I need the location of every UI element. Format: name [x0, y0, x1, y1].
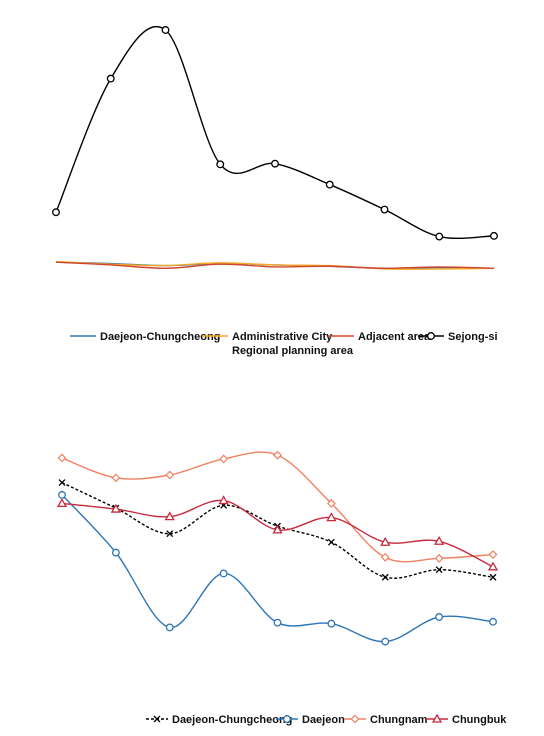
legend: Daejeon-Chungcheong Daejeon Chungnam Chungb… [146, 713, 507, 726]
data-point [327, 619, 336, 628]
data-point [434, 553, 444, 563]
legend-marker [431, 713, 443, 723]
data-point [489, 573, 497, 581]
data-point [219, 569, 228, 578]
series-chungbuk [56, 495, 499, 571]
data-point [164, 511, 175, 521]
series-daejeon [58, 490, 497, 646]
data-point [273, 450, 282, 460]
legend-item: Chungbuk [426, 713, 507, 726]
legend-item: Chungnam [344, 714, 428, 726]
legend-label: Chungbuk [452, 714, 507, 726]
series-adjacent-area [55, 261, 495, 269]
data-point [380, 552, 390, 562]
legend-item: Daejeon-Chungcheong [70, 331, 220, 343]
data-point [435, 613, 444, 621]
data-point [58, 479, 66, 487]
data-point [106, 74, 115, 83]
legend-marker [350, 714, 360, 724]
legend-marker [283, 715, 291, 723]
data-point [216, 160, 225, 169]
data-point [381, 573, 389, 581]
data-point [435, 232, 444, 241]
chart-2: Daejeon-Chungcheong Daejeon Chungnam Chungb… [56, 450, 507, 726]
legend-label: Chungnam [370, 714, 428, 726]
series-line [55, 260, 495, 270]
legend: Daejeon-Chungcheong Administrative City Re… [70, 331, 498, 357]
legend-label: Daejeon-Chungcheong [100, 331, 220, 343]
data-point [490, 231, 498, 240]
series-line [55, 261, 495, 269]
legend-label: Regional planning area [232, 345, 354, 357]
series-sejong-si [52, 25, 498, 241]
data-point [271, 159, 279, 168]
legend-item: Daejeon [276, 714, 345, 726]
legend-label: Daejeon-Chungcheong [172, 714, 292, 726]
series-administrative-city [55, 260, 495, 270]
data-point [326, 498, 336, 508]
legend-marker [427, 332, 435, 340]
legend-label: Daejeon [302, 714, 345, 726]
data-point [111, 548, 120, 557]
data-point [218, 495, 229, 505]
data-point [273, 618, 282, 627]
data-point [488, 550, 498, 559]
data-point [326, 512, 337, 522]
legend-label: Administrative City [232, 331, 333, 343]
series-line [55, 25, 495, 240]
data-point [111, 473, 121, 483]
data-point [325, 180, 334, 189]
data-point [489, 617, 497, 626]
data-point [380, 536, 391, 546]
data-point [380, 205, 389, 214]
series-chungnam [57, 450, 498, 563]
data-point [381, 637, 390, 646]
data-point [219, 454, 229, 464]
data-point [487, 561, 499, 571]
data-point [327, 538, 335, 546]
data-point [161, 26, 170, 34]
chart-1: Daejeon-Chungcheong Administrative City Re… [52, 25, 498, 357]
data-point [56, 498, 68, 508]
data-point [165, 470, 175, 480]
series-line [61, 494, 494, 643]
data-point [165, 623, 174, 632]
legend-label: Sejong-si [448, 331, 498, 343]
legend-item: Administrative City Regional planning are… [202, 331, 354, 357]
data-point [58, 490, 66, 499]
data-point [435, 566, 443, 574]
legend-item: Adjacent area [328, 331, 431, 343]
data-point [272, 524, 283, 534]
data-point [52, 208, 60, 217]
data-point [57, 453, 67, 463]
legend-label: Adjacent area [358, 331, 431, 343]
data-point [110, 503, 121, 513]
legend-item: Sejong-si [418, 331, 498, 343]
series-line [61, 499, 494, 568]
data-point [434, 535, 445, 545]
series-line [61, 451, 494, 563]
data-point [166, 530, 174, 538]
legend-item: Daejeon-Chungcheong [146, 714, 292, 726]
legend-marker [153, 715, 161, 723]
